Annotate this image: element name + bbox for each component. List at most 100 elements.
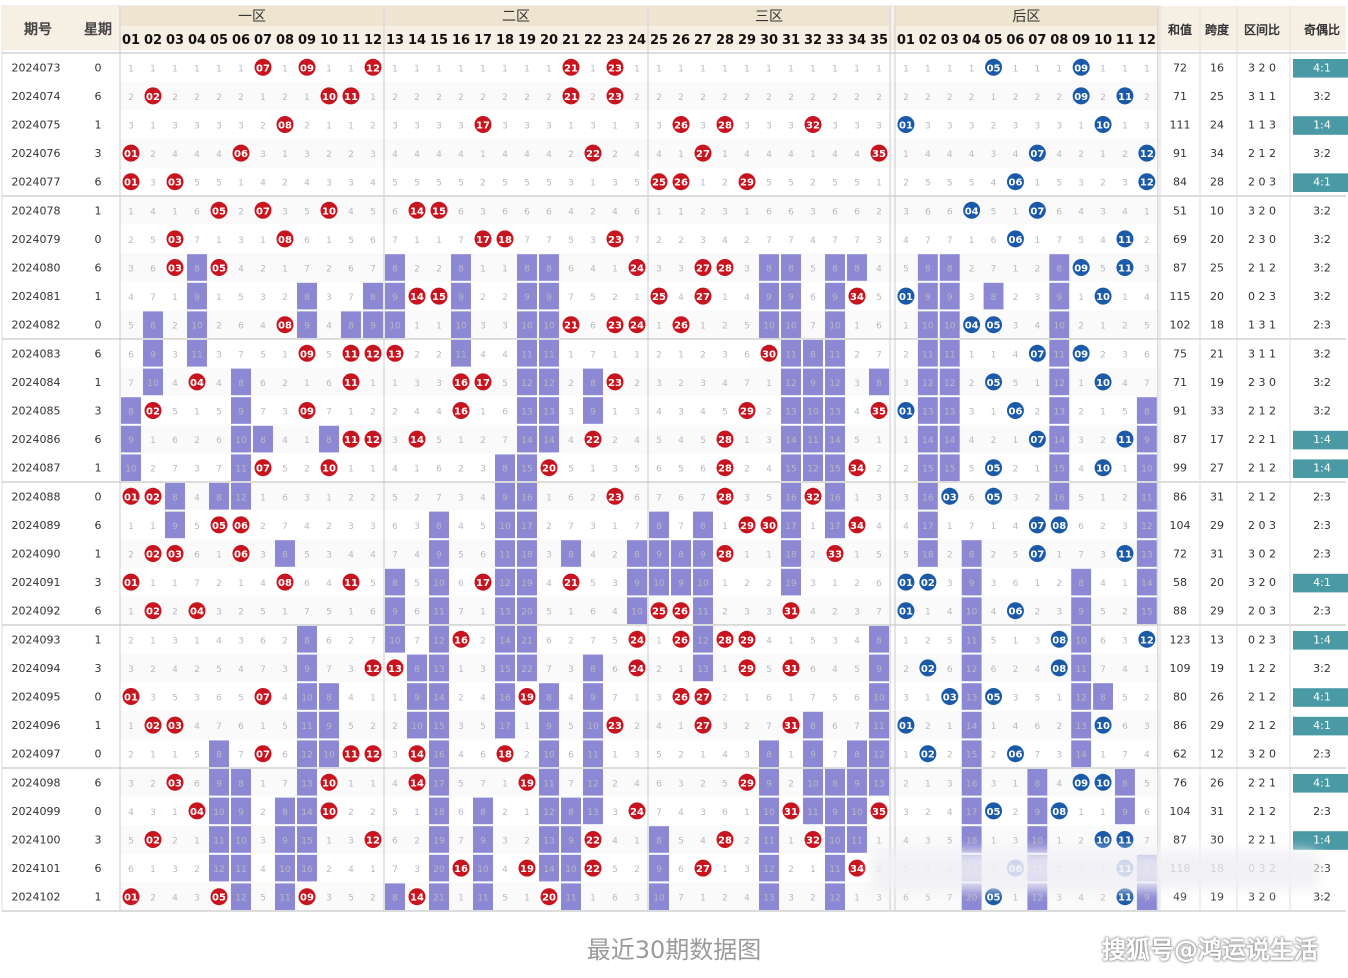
omission-count: 3	[1013, 837, 1019, 847]
omission-count: 1	[590, 894, 596, 904]
omission-count: 2	[194, 665, 200, 675]
omission-count: 2	[546, 93, 552, 103]
front-ball-number: 09	[300, 407, 314, 418]
omission-count: 11	[922, 350, 933, 360]
omission-count: 1	[1078, 379, 1084, 389]
span-cell: 27	[1210, 462, 1224, 475]
omission-count: 8	[458, 265, 464, 275]
omission-bar	[671, 540, 691, 567]
omission-bar	[759, 854, 779, 882]
omission-count: 10	[543, 751, 555, 761]
omission-count: 3	[634, 408, 640, 418]
front-ball-number: 02	[146, 721, 160, 732]
omission-count: 6	[480, 551, 486, 561]
omission-count: 9	[392, 608, 398, 618]
omission-count: 12	[1032, 894, 1043, 904]
omission-count: 2	[766, 579, 772, 589]
omission-count: 4	[326, 322, 332, 332]
omission-count: 4	[903, 236, 909, 246]
back-ball-hit	[897, 716, 915, 734]
omission-bar	[803, 454, 823, 481]
front-ball-number: 12	[366, 750, 380, 761]
front-ball-hit	[144, 716, 162, 734]
omission-count: 2	[392, 408, 398, 418]
omission-count: 1	[480, 150, 486, 160]
omission-count: 15	[944, 465, 955, 475]
front-ball-number: 16	[454, 407, 468, 418]
omission-count: 1	[700, 179, 706, 189]
omission-count: 6	[436, 465, 442, 475]
back-ball-hit	[1138, 630, 1156, 648]
back-ball-hit	[985, 802, 1003, 820]
omission-count: 11	[807, 436, 818, 446]
omission-count: 15	[1141, 608, 1152, 618]
omission-count: 20	[966, 894, 978, 904]
back-ball-hit	[1028, 430, 1046, 448]
sum-cell: 75	[1173, 347, 1187, 360]
period-cell: 2024093	[12, 633, 61, 646]
omission-count: 6	[326, 636, 332, 646]
omission-bar	[759, 311, 779, 338]
omission-count: 18	[521, 551, 533, 561]
omission-count: 4	[458, 522, 464, 532]
omission-count: 3	[656, 122, 662, 132]
omission-bar	[253, 425, 273, 453]
back-ball-number: 03	[943, 492, 957, 503]
front-ball-number: 11	[344, 750, 358, 761]
row-stripe	[120, 81, 1160, 111]
sum-cell: 86	[1173, 490, 1187, 503]
omission-count: 2	[370, 894, 376, 904]
omission-count: 7	[1100, 665, 1106, 675]
omission-count: 2	[1034, 608, 1040, 618]
omission-bar	[583, 740, 603, 767]
front-ball-number: 22	[586, 435, 600, 446]
omission-count: 4	[634, 150, 640, 160]
omission-count: 9	[172, 522, 178, 532]
omission-count: 1	[282, 64, 288, 74]
omission-count: 2	[260, 808, 266, 818]
front-ball-hit	[760, 344, 778, 362]
omission-count: 8	[678, 551, 684, 561]
omission-count: 1	[854, 322, 860, 332]
omission-count: 2	[656, 93, 662, 103]
omission-count: 1	[348, 779, 354, 789]
front-col-header: 15	[430, 33, 448, 48]
omission-count: 10	[763, 808, 775, 818]
omission-count: 13	[697, 665, 708, 675]
back-ball-number: 06	[1008, 178, 1022, 189]
omission-count: 9	[969, 579, 975, 589]
omission-count: 2	[1056, 93, 1062, 103]
front-ball-number: 32	[806, 121, 820, 132]
omission-bar	[319, 425, 339, 453]
watermark-text: 搜狐号@鸿运说生活	[1102, 936, 1318, 964]
omission-bar	[693, 540, 713, 567]
omission-count: 1	[150, 751, 156, 761]
omission-count: 14	[521, 436, 533, 446]
omission-count: 5	[947, 179, 953, 189]
omission-count: 1	[502, 64, 508, 74]
omission-count: 9	[656, 551, 662, 561]
front-ball-hit	[232, 545, 250, 562]
omission-count: 11	[697, 608, 708, 618]
omission-bar	[825, 511, 845, 539]
front-ball-number: 34	[850, 521, 864, 532]
sum-cell: 58	[1173, 576, 1187, 589]
omission-bar	[649, 854, 669, 882]
omission-count: 10	[829, 322, 841, 332]
omission-count: 9	[590, 408, 596, 418]
front-ball-hit	[232, 516, 250, 534]
omission-count: 11	[191, 350, 202, 360]
omission-count: 7	[766, 236, 772, 246]
omission-count: 11	[587, 751, 598, 761]
omission-count: 3	[700, 122, 706, 132]
omission-count: 1	[392, 64, 398, 74]
omission-count: 1	[700, 64, 706, 74]
span-cell: 17	[1210, 433, 1224, 446]
omission-bar	[917, 282, 938, 310]
omission-count: 14	[922, 436, 934, 446]
back-ball-hit	[1094, 773, 1112, 791]
omission-count: 1	[722, 64, 728, 74]
back-ball-hit	[919, 659, 937, 677]
span-cell: 29	[1210, 519, 1224, 532]
omission-bar	[649, 511, 669, 539]
